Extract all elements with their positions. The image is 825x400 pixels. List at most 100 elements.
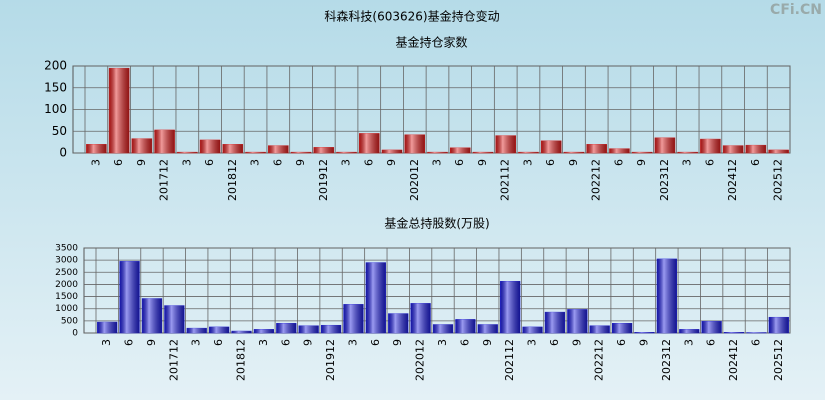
- x-tick-label: 3: [521, 159, 534, 166]
- chart-title: 基金总持股数(万股): [384, 216, 489, 231]
- y-tick-label: 500: [61, 316, 78, 326]
- bar: [177, 151, 198, 154]
- x-tick-label: 202412: [726, 159, 739, 201]
- watermark: CFi.CN: [770, 2, 822, 18]
- bar: [563, 151, 585, 154]
- y-tick-label: 200: [44, 59, 67, 73]
- x-tick-label: 9: [635, 159, 648, 166]
- bar: [589, 325, 610, 334]
- x-tick-label: 6: [705, 339, 718, 346]
- bar: [544, 311, 566, 334]
- x-tick-label: 3: [431, 159, 444, 166]
- bar: [108, 67, 130, 154]
- x-tick-label: 3: [681, 159, 694, 166]
- bar: [141, 298, 163, 334]
- x-tick-label: 3: [436, 339, 449, 346]
- bar: [86, 144, 107, 154]
- x-tick-label: 6: [544, 159, 557, 166]
- bar: [567, 309, 588, 334]
- y-tick-label: 2000: [55, 280, 78, 290]
- bar: [477, 324, 498, 334]
- bar: [186, 327, 207, 334]
- x-tick-label: 9: [476, 159, 489, 166]
- x-tick-label: 6: [112, 159, 125, 166]
- x-tick-label: 202212: [593, 339, 606, 381]
- x-tick-label: 9: [637, 339, 650, 346]
- bar: [164, 305, 185, 334]
- bar: [609, 148, 630, 154]
- bar: [119, 261, 140, 334]
- x-tick-label: 6: [548, 339, 561, 346]
- y-tick-label: 3000: [55, 256, 78, 266]
- page-title: 科森科技(603626)基金持仓变动: [324, 9, 499, 24]
- x-tick-label: 3: [682, 339, 695, 346]
- x-tick-label: 6: [123, 339, 136, 346]
- bar: [449, 147, 471, 154]
- x-tick-label: 201712: [158, 159, 171, 201]
- x-tick-label: 9: [570, 339, 583, 346]
- bar: [388, 313, 409, 334]
- x-tick-label: 202312: [658, 159, 671, 201]
- x-tick-label: 6: [612, 159, 625, 166]
- x-tick-label: 6: [453, 159, 466, 166]
- x-tick-label: 9: [391, 339, 404, 346]
- x-tick-label: 3: [346, 339, 359, 346]
- bar: [500, 281, 521, 334]
- bar: [722, 145, 744, 154]
- x-tick-label: 3: [89, 159, 102, 166]
- bar: [745, 144, 767, 154]
- x-tick-label: 3: [340, 159, 353, 166]
- bar: [723, 332, 745, 334]
- x-tick-label: 3: [526, 339, 539, 346]
- bar: [276, 323, 297, 334]
- x-tick-label: 202212: [590, 159, 603, 201]
- x-tick-label: 202112: [499, 159, 512, 201]
- y-tick-label: 100: [44, 102, 67, 116]
- x-tick-label: 201912: [317, 159, 330, 201]
- bar: [432, 324, 454, 334]
- x-tick-label: 6: [271, 159, 284, 166]
- bar: [268, 145, 289, 154]
- x-tick-label: 3: [257, 339, 270, 346]
- x-tick-label: 3: [190, 339, 203, 346]
- x-tick-label: 201912: [324, 339, 337, 381]
- bar: [209, 326, 230, 334]
- y-tick-label: 0: [72, 329, 78, 339]
- bar: [313, 147, 335, 154]
- bar: [404, 134, 426, 154]
- bar: [410, 303, 431, 334]
- x-tick-label: 9: [567, 159, 580, 166]
- x-tick-label: 9: [481, 339, 494, 346]
- x-tick-label: 202012: [414, 339, 427, 381]
- x-tick-label: 6: [279, 339, 292, 346]
- x-tick-label: 3: [100, 339, 113, 346]
- y-tick-label: 1500: [55, 292, 78, 302]
- bar: [343, 304, 364, 334]
- x-tick-label: 6: [212, 339, 225, 346]
- bar: [97, 321, 118, 334]
- bar: [381, 149, 403, 154]
- x-tick-label: 6: [749, 159, 762, 166]
- x-tick-label: 202512: [772, 339, 785, 381]
- bar: [290, 151, 312, 154]
- bar: [231, 330, 252, 334]
- bar: [700, 138, 721, 154]
- bar: [359, 133, 380, 154]
- bar: [586, 144, 607, 154]
- bar: [495, 135, 516, 154]
- x-tick-label: 201812: [235, 339, 248, 381]
- bar: [222, 144, 244, 154]
- x-tick-label: 6: [203, 159, 216, 166]
- bar: [518, 151, 539, 154]
- bar: [427, 151, 448, 154]
- x-tick-label: 202512: [772, 159, 785, 201]
- x-tick-label: 9: [294, 159, 307, 166]
- bar: [631, 151, 653, 154]
- bar: [677, 151, 698, 154]
- bar: [679, 329, 700, 334]
- x-tick-label: 201812: [226, 159, 239, 201]
- bar: [154, 129, 175, 154]
- bar: [320, 324, 342, 334]
- bar: [768, 316, 789, 334]
